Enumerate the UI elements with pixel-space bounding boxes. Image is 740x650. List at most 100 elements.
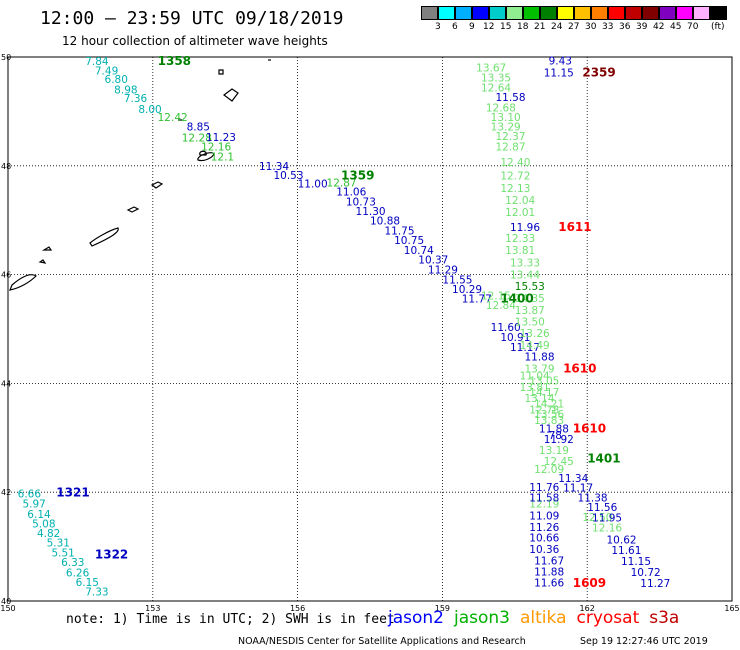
swh-value: 12.42 [158, 112, 188, 124]
swh-value: 13.79 [524, 364, 554, 376]
swh-value: 6.14 [27, 509, 51, 521]
swh-value: 10.53 [273, 170, 303, 182]
page-subtitle: 12 hour collection of altimeter wave hei… [62, 34, 328, 48]
swh-value: 11.27 [640, 578, 670, 590]
legend-swatch [523, 6, 540, 20]
swh-value: 12.68 [486, 102, 516, 114]
swh-value: 11.58 [495, 92, 525, 104]
pass-time-label: 1610 [563, 362, 596, 376]
legend-label: 18 [517, 22, 529, 32]
swh-value: 12.33 [505, 233, 535, 245]
pass-time-label: 2359 [582, 66, 615, 80]
lat-tick-label: 50 [1, 53, 11, 62]
lon-tick-label: 162 [580, 604, 595, 613]
swh-value: 6.33 [61, 557, 84, 569]
swh-value: 14.21 [534, 398, 564, 410]
swh-value: 11.17 [510, 342, 540, 354]
lat-tick-label: 42 [1, 488, 11, 497]
swh-value: 11.77 [462, 293, 492, 305]
pass-time-label: 1321 [56, 486, 89, 500]
swh-value: 11.04 [520, 371, 550, 383]
pass-time-label: 1400 [500, 291, 533, 305]
swh-value: 13.33 [510, 257, 540, 269]
swh-value: 5.31 [47, 538, 70, 550]
lon-tick-label: 165 [724, 604, 739, 613]
legend-label: 70 [687, 22, 699, 32]
swh-value: 13.81 [520, 382, 550, 394]
swh-value: 15.53 [515, 281, 545, 293]
legend-swatch [540, 6, 557, 20]
swh-value: 11.67 [534, 556, 564, 568]
legend-unit: (ft) [711, 22, 725, 32]
lon-tick-label: 156 [290, 604, 305, 613]
swh-value: 11.34 [558, 473, 588, 485]
swh-value: 10.66 [529, 533, 559, 545]
map-grid [7, 56, 733, 602]
swh-value: 11.17 [563, 483, 593, 495]
swh-value: 12.16 [201, 142, 231, 154]
swh-value: 11.88 [524, 352, 554, 364]
legend-swatch [455, 6, 472, 20]
legend-swatch [625, 6, 642, 20]
swh-value: 10.29 [452, 284, 482, 296]
swh-value: 7.33 [85, 587, 108, 599]
swh-value: 6.26 [66, 568, 90, 580]
swh-value: 6.15 [76, 577, 99, 589]
swh-value: 8.98 [114, 84, 137, 96]
swh-value: 13.35 [481, 72, 511, 84]
lon-tick-label: 153 [145, 604, 160, 613]
swh-value: 14.17 [529, 387, 559, 399]
lat-tick-label: 44 [1, 379, 11, 388]
swh-value: 5.51 [51, 547, 74, 559]
legend-swatch [574, 6, 591, 20]
legend-label: 36 [619, 22, 631, 32]
pass-time-label: 1611 [558, 220, 591, 234]
legend-label: 39 [636, 22, 648, 32]
swh-value: 12.50 [582, 512, 612, 524]
pass-time-label: 1358 [158, 54, 191, 68]
swh-value: 11.76 [529, 482, 559, 494]
swh-value: 14.49 [520, 340, 550, 352]
time-labels: 1358 1359 1400 1401 1321 1322 2359 1611 1610 1610… [56, 54, 620, 590]
swh-value: 11.15 [544, 68, 574, 80]
lon-tick-label: 159 [435, 604, 450, 613]
swh-value: 78 [549, 430, 562, 442]
satellite-s3a: s3a [649, 608, 680, 628]
swh-value: 11.61 [611, 545, 641, 557]
swh-value: 9.43 [549, 56, 572, 68]
swh-value: 14.35 [515, 293, 545, 305]
legend-swatch [557, 6, 574, 20]
swh-value: 10.88 [370, 216, 400, 228]
legend-swatch [472, 6, 489, 20]
swh-value: 6.66 [18, 489, 42, 501]
swh-value: 8.85 [187, 121, 210, 133]
map-frame [7, 56, 733, 602]
swh-value: 12.78 [529, 404, 559, 416]
swh-value: 12.1 [211, 151, 234, 163]
swh-value: 11.88 [534, 566, 564, 578]
swh-value: 11.66 [534, 577, 564, 589]
swh-value: 11.60 [491, 322, 521, 334]
pass-time-label: 1610 [573, 421, 606, 435]
swh-value: 13.50 [515, 317, 545, 329]
swh-value: 13.26 [520, 328, 550, 340]
swh-value: 13.83 [534, 415, 564, 427]
page-title: 12:00 – 23:59 UTC 09/18/2019 [40, 8, 344, 29]
legend-label: 27 [568, 22, 580, 32]
swh-value: 4.82 [37, 528, 60, 540]
swh-value: 10.62 [607, 534, 637, 546]
timestamp: Sep 19 12:27:46 UTC 2019 [580, 636, 708, 647]
swh-value: 11.58 [529, 492, 559, 504]
pass-time-label: 1322 [95, 548, 128, 562]
legend-label: 33 [602, 22, 614, 32]
swh-value: 12.15 [481, 291, 511, 303]
swh-value: 11.55 [442, 274, 472, 286]
swh-value: 10.74 [404, 245, 434, 257]
swh-value: 13.56 [534, 409, 564, 421]
swh-value: 13.67 [476, 63, 506, 75]
legend-swatch [591, 6, 608, 20]
lat-tick-label: 40 [1, 597, 11, 606]
swh-value: 11.06 [336, 187, 366, 199]
swh-value: 12.09 [534, 464, 564, 476]
